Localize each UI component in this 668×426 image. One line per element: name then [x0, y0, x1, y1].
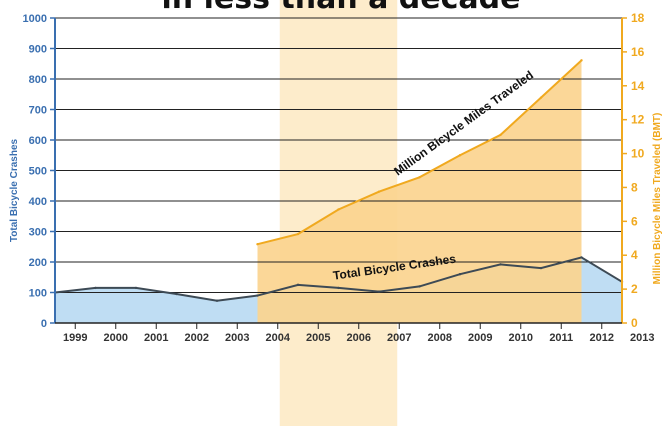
left-tick-label: 0	[41, 318, 47, 330]
series-0-point	[175, 292, 178, 296]
series-0-point	[256, 294, 259, 297]
x-tick-label: 2013	[630, 332, 654, 344]
x-tick-label: 2011	[549, 332, 573, 344]
right-tick-label: 16	[631, 45, 645, 59]
series-0-point	[499, 263, 502, 266]
series-1-point	[296, 232, 300, 236]
series-1-point	[580, 59, 583, 62]
series-0-point	[580, 256, 583, 259]
series-0-point	[539, 266, 543, 270]
x-tick-label: 2000	[104, 332, 128, 344]
right-axis-title: Million Bicycle Miles Traveled (BMT)	[652, 113, 663, 285]
left-tick-label: 600	[29, 135, 47, 147]
right-tick-label: 18	[631, 11, 645, 25]
x-tick-label: 2012	[590, 332, 614, 344]
x-tick-label: 2009	[468, 332, 492, 344]
x-tick-label: 2001	[144, 332, 168, 344]
left-tick-label: 300	[29, 227, 47, 239]
x-tick-label: 2004	[266, 332, 291, 344]
right-tick-label: 6	[631, 214, 638, 228]
x-tick-label: 2002	[185, 332, 209, 344]
right-tick-label: 0	[631, 316, 638, 330]
right-tick-label: 8	[631, 180, 638, 194]
series-0-point	[458, 273, 462, 276]
series-1-point	[499, 133, 502, 137]
left-axis-title: Total Bicycle Crashes	[9, 138, 20, 242]
left-tick-label: 1000	[23, 13, 47, 25]
x-tick-label: 2010	[509, 332, 533, 344]
left-tick-label: 400	[29, 196, 47, 208]
right-tick-label: 4	[631, 248, 638, 262]
series-1-point	[458, 154, 462, 157]
x-tick-label: 2003	[225, 332, 249, 344]
left-tick-label: 100	[29, 288, 47, 300]
series-0-point	[337, 286, 340, 290]
left-tick-label: 900	[29, 44, 47, 56]
left-tick-label: 700	[29, 105, 47, 117]
left-tick-label: 800	[29, 74, 47, 86]
right-tick-label: 2	[631, 282, 638, 296]
series-1-point	[337, 208, 340, 211]
series-0-point	[215, 299, 219, 302]
series-1-point	[418, 176, 421, 179]
series-1-point	[256, 243, 259, 246]
series-0-point	[134, 286, 138, 290]
series-1-point	[539, 96, 543, 99]
series-0-point	[296, 283, 300, 287]
x-tick-label: 2007	[387, 332, 411, 344]
series-area-1	[257, 60, 582, 323]
right-tick-label: 10	[631, 147, 645, 161]
x-tick-label: 2006	[347, 332, 371, 344]
series-0-point	[377, 290, 381, 293]
series-1-point	[377, 190, 381, 193]
x-tick-label: 1999	[63, 332, 87, 344]
chart-title: in less than a decade	[162, 0, 521, 16]
right-tick-label: 14	[631, 79, 645, 93]
left-tick-label: 200	[29, 257, 47, 269]
x-tick-label: 2008	[428, 332, 452, 344]
right-tick-label: 12	[631, 113, 645, 127]
left-tick-label: 500	[29, 166, 47, 178]
series-0-point	[94, 286, 97, 290]
x-tick-label: 2005	[306, 332, 330, 344]
series-0-point	[418, 285, 421, 288]
